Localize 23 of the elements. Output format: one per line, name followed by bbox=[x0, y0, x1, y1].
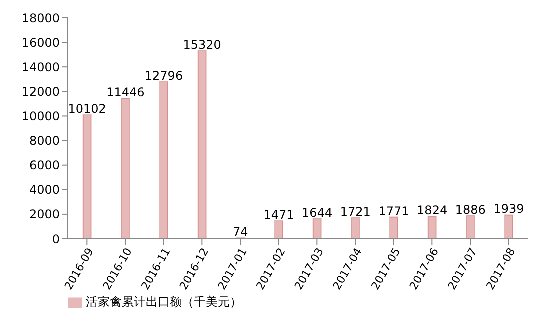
y-tick-label: 6000 bbox=[29, 158, 60, 173]
y-tick-label: 8000 bbox=[29, 134, 60, 148]
y-tick-label: 16000 bbox=[22, 36, 60, 50]
data-label: 11446 bbox=[106, 85, 145, 100]
y-tick-label: 2000 bbox=[29, 208, 60, 222]
y-tick-label: 12000 bbox=[22, 84, 60, 99]
data-label: 1771 bbox=[378, 204, 410, 218]
data-label: 1644 bbox=[302, 206, 333, 220]
data-label: 15320 bbox=[183, 38, 222, 52]
data-label: 10102 bbox=[68, 102, 106, 116]
y-tick-label: 18000 bbox=[22, 11, 60, 26]
legend-label: 活家禽累计出口额（千美元） bbox=[86, 295, 242, 309]
y-tick-label: 4000 bbox=[29, 183, 60, 198]
data-label: 1471 bbox=[264, 208, 294, 222]
y-tick-label: 0 bbox=[52, 232, 60, 246]
data-label: 74 bbox=[233, 225, 248, 240]
data-label: 1886 bbox=[455, 202, 486, 217]
y-tick-label: 10000 bbox=[22, 109, 60, 124]
data-label: 1721 bbox=[340, 204, 371, 219]
data-label: 1824 bbox=[417, 204, 448, 218]
data-label: 12796 bbox=[144, 68, 184, 83]
y-tick-label: 14000 bbox=[22, 60, 60, 74]
data-label: 1939 bbox=[494, 202, 524, 216]
